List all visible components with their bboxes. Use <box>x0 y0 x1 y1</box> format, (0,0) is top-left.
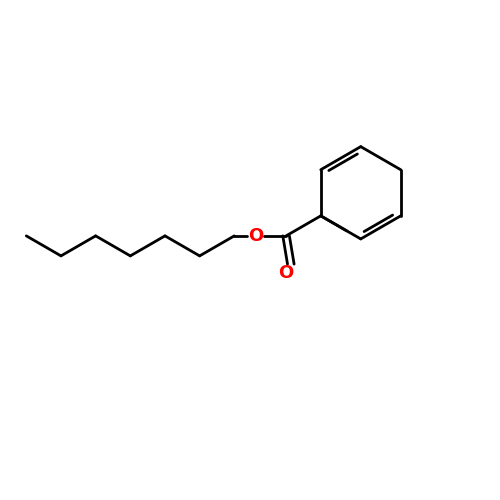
Text: O: O <box>248 227 263 245</box>
Text: O: O <box>278 264 293 281</box>
